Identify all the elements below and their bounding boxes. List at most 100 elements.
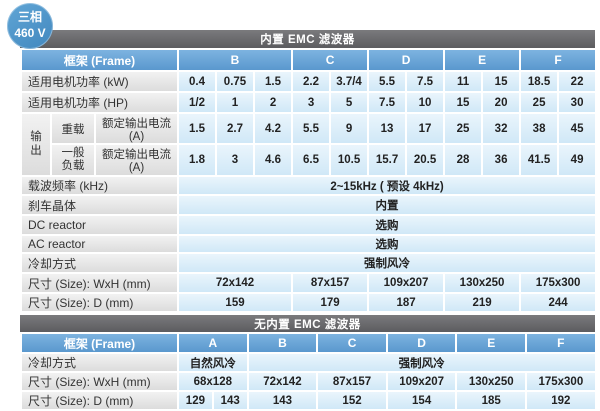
heavy-load-row: 输出 重载 额定输出电流 (A) 1.5 2.7 4.2 5.5 9 13 17…	[20, 112, 598, 177]
hp-value: 25	[519, 91, 560, 114]
depth-value: 244	[519, 292, 598, 313]
frame-col-B: B	[246, 332, 319, 354]
frame-col-F: F	[519, 48, 598, 72]
kw-value: 2.2	[291, 70, 332, 93]
heavy-load-label: 重载	[50, 112, 96, 145]
normal-value: 4.6	[252, 143, 294, 177]
normal-value: 15.7	[367, 143, 408, 177]
carrier-frequency-label: 载波频率 (kHz)	[20, 175, 179, 196]
depth-value: 185	[455, 390, 528, 411]
normal-value: 41.5	[519, 143, 560, 177]
depth-value: 219	[443, 292, 522, 313]
normal-value: 28	[443, 143, 484, 177]
size-wxh-row-2: 尺寸 (Size): WxH (mm) 68x128 72x142 87x157…	[20, 371, 597, 392]
frame-col-F: F	[525, 332, 597, 354]
hp-value: 1/2	[177, 91, 217, 114]
hp-value: 3	[291, 91, 332, 114]
frame-col-E: E	[455, 332, 528, 354]
frame-col-D: D	[367, 48, 446, 72]
cooling-value-rest: 强制风冷	[246, 352, 597, 373]
badge-voltage-text: 460 V	[14, 26, 46, 40]
cooling-row: 冷却方式 强制风冷	[20, 252, 598, 274]
brake-transistor-label: 刹车晶体	[20, 194, 179, 216]
depth-value: 152	[316, 390, 388, 411]
depth-value: 143	[211, 390, 249, 411]
frame-col-D: D	[385, 332, 458, 354]
cooling-value-a: 自然风冷	[177, 352, 249, 373]
heavy-value: 4.2	[252, 112, 294, 145]
cooling-label: 冷却方式	[20, 252, 179, 274]
rated-current-label: 额定输出电流 (A)	[94, 143, 179, 177]
output-label-text: 输出	[30, 131, 42, 157]
heavy-value: 13	[367, 112, 408, 145]
normal-value: 20.5	[405, 143, 446, 177]
kw-value: 18.5	[519, 70, 560, 93]
badge-phase-text: 三相	[17, 10, 42, 25]
carrier-frequency-row: 载波频率 (kHz) 2~15kHz ( 预设 4kHz)	[20, 175, 598, 196]
heavy-value: 1.5	[177, 112, 217, 145]
carrier-frequency-value: 2~15kHz ( 预设 4kHz)	[176, 175, 598, 196]
spec-sheet: 内置 EMC 滤波器 框架 (Frame) B C D E F 适用电机功率 (…	[20, 30, 598, 411]
kw-value: 15	[481, 70, 522, 93]
normal-value: 49	[557, 143, 598, 177]
brake-transistor-row: 刹车晶体 内置	[20, 194, 598, 216]
kw-value: 0.4	[177, 70, 217, 93]
ac-reactor-value: 选购	[176, 234, 598, 254]
depth-value: 192	[525, 390, 597, 411]
dc-reactor-value: 选购	[176, 214, 598, 236]
output-label: 输出	[20, 112, 52, 177]
heavy-value: 45	[557, 112, 598, 145]
hp-label: 适用电机功率 (HP)	[20, 91, 179, 114]
normal-value: 10.5	[329, 143, 370, 177]
wxh-value: 109x207	[367, 272, 446, 294]
normal-value: 3	[215, 143, 255, 177]
hp-row: 适用电机功率 (HP) 1/2 1 2 3 5 7.5 10 15 20 25 …	[20, 91, 598, 114]
table2-title-bar: 无内置 EMC 滤波器	[20, 315, 595, 332]
kw-value: 11	[443, 70, 484, 93]
frame-header-cell: 框架 (Frame)	[20, 48, 179, 72]
cooling-value: 强制风冷	[176, 252, 598, 274]
depth-value: 143	[246, 390, 319, 411]
hp-value: 5	[329, 91, 370, 114]
size-depth-row: 尺寸 (Size): D (mm) 159 179 187 219 244	[20, 292, 598, 313]
depth-value: 187	[367, 292, 446, 313]
size-depth-label: 尺寸 (Size): D (mm)	[20, 292, 179, 313]
hp-value: 20	[481, 91, 522, 114]
phase-voltage-badge: 三相 460 V	[7, 3, 53, 49]
frame-col-E: E	[443, 48, 522, 72]
depth-value: 179	[291, 292, 370, 313]
wxh-value: 109x207	[385, 371, 458, 392]
heavy-value: 38	[519, 112, 560, 145]
hp-value: 7.5	[367, 91, 408, 114]
normal-value: 6.5	[291, 143, 332, 177]
wxh-value: 87x157	[291, 272, 370, 294]
kw-value: 7.5	[405, 70, 446, 93]
wxh-value: 68x128	[177, 371, 249, 392]
kw-row: 适用电机功率 (kW) 0.4 0.75 1.5 2.2 3.7/4 5.5 7…	[20, 70, 598, 93]
table1-title: 内置 EMC 滤波器	[260, 34, 355, 46]
table1-title-bar: 内置 EMC 滤波器	[20, 30, 595, 48]
table2-title: 无内置 EMC 滤波器	[254, 318, 361, 331]
wxh-value: 72x142	[246, 371, 319, 392]
size-wxh-row: 尺寸 (Size): WxH (mm) 72x142 87x157 109x20…	[20, 272, 598, 294]
depth-value: 129	[177, 390, 214, 411]
heavy-value: 9	[329, 112, 370, 145]
wxh-value: 130x250	[443, 272, 522, 294]
heavy-value: 17	[405, 112, 446, 145]
wxh-value: 87x157	[316, 371, 388, 392]
kw-value: 5.5	[367, 70, 408, 93]
dc-reactor-row: DC reactor 选购	[20, 214, 598, 236]
depth-value: 159	[176, 292, 294, 313]
table1-header-row: 框架 (Frame) B C D E F	[20, 48, 598, 72]
heavy-value: 5.5	[291, 112, 332, 145]
hp-value: 30	[557, 91, 598, 114]
size-wxh-label: 尺寸 (Size): WxH (mm)	[20, 272, 179, 294]
wxh-value: 130x250	[455, 371, 528, 392]
dc-reactor-label: DC reactor	[20, 214, 179, 236]
size-depth-label: 尺寸 (Size): D (mm)	[20, 390, 179, 411]
table2-header-row: 框架 (Frame) A B C D E F	[20, 332, 597, 354]
kw-label: 适用电机功率 (kW)	[20, 70, 179, 93]
frame-col-B: B	[176, 48, 294, 72]
normal-load-label-text: 一般负载	[61, 146, 85, 172]
brake-transistor-value: 内置	[176, 194, 598, 216]
